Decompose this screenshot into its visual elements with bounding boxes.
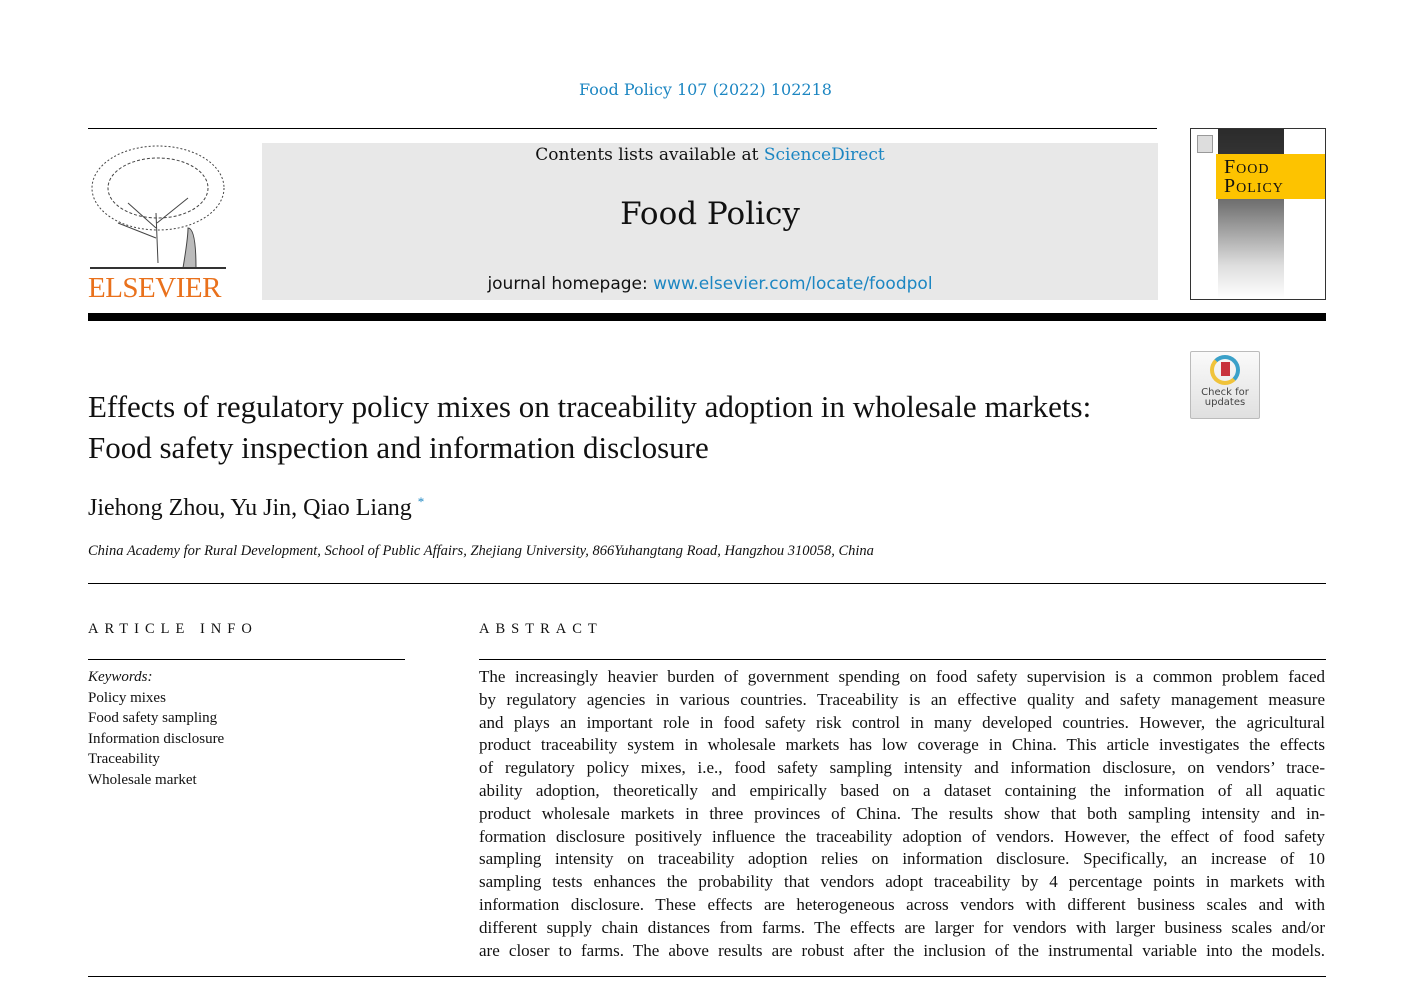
abstract-line: formation disclosure positively influenc… [479,826,1325,846]
abstract-line: product traceability system in wholesale… [479,735,1325,755]
abstract-line: sampling intensity on traceability adopt… [479,849,1325,869]
keyword: Information disclosure [88,730,225,747]
keywords-label: Keywords: [88,669,153,685]
keyword: Food safety sampling [88,710,218,726]
abstract-line: by regulatory agencies in various countr… [479,689,1325,709]
abstract-line: product wholesale markets in three provi… [479,803,1325,823]
cover-title-1: Food [1224,156,1270,178]
divider [88,976,1326,977]
sciencedirect-link[interactable]: ScienceDirect [763,145,885,165]
homepage-line: journal homepage: www.elsevier.com/locat… [262,274,1158,294]
cover-title: Food Policy [1216,154,1325,199]
divider [88,128,1157,129]
abstract-line: of regulatory policy mixes, i.e., food s… [479,758,1325,778]
divider [479,659,1326,660]
authors: Jiehong Zhou, Yu Jin, Qiao Liang * [88,494,424,522]
thick-divider [88,313,1326,321]
keywords: Keywords: Policy mixes Food safety sampl… [88,667,224,790]
homepage-prefix: journal homepage: [487,274,654,294]
divider [88,659,405,660]
abstract-heading: ABSTRACT [479,621,603,637]
abstract-line: ability adoption, theoretically and empi… [479,780,1325,800]
abstract-line: The increasingly heavier burden of gover… [479,667,1325,686]
keyword: Wholesale market [88,771,197,788]
elsevier-tree-logo [90,145,226,269]
journal-cover[interactable]: Food Policy [1190,128,1326,300]
check-for-updates-button[interactable]: Check for updates [1190,351,1260,419]
abstract-line: are closer to farms. The above results a… [479,940,1325,960]
abstract-line: sampling tests enhances the probability … [479,872,1325,892]
article-title: Effects of regulatory policy mixes on tr… [88,389,1092,465]
journal-banner: Contents lists available at ScienceDirec… [262,143,1158,300]
corresponding-author-mark[interactable]: * [417,494,425,509]
check-updates-label: Check for updates [1201,387,1249,408]
keyword: Traceability [88,751,160,767]
journal-title: Food Policy [620,196,800,232]
abstract-line: different supply chain distances from fa… [479,917,1325,937]
contents-prefix: Contents lists available at [535,145,764,165]
elsevier-wordmark: ELSEVIER [88,272,221,304]
journal-citation[interactable]: Food Policy 107 (2022) 102218 [0,80,1411,99]
cover-elsevier-icon [1197,135,1213,153]
contents-line: Contents lists available at ScienceDirec… [262,145,1158,165]
abstract-line: information disclosure. These effects ar… [479,894,1325,914]
abstract-line: and plays an important role in food safe… [479,712,1325,732]
cover-title-2: Policy [1224,175,1284,197]
crossmark-icon [1210,355,1240,385]
abstract-text: The increasingly heavier burden of gover… [479,666,1325,962]
affiliation: China Academy for Rural Development, Sch… [88,543,874,559]
homepage-link[interactable]: www.elsevier.com/locate/foodpol [653,274,933,294]
keyword: Policy mixes [88,689,166,706]
author-names: Jiehong Zhou, Yu Jin, Qiao Liang [88,495,412,521]
citation-link[interactable]: Food Policy 107 (2022) 102218 [579,80,832,99]
divider [88,583,1326,584]
article-info-heading: ARTICLE INFO [88,621,258,637]
